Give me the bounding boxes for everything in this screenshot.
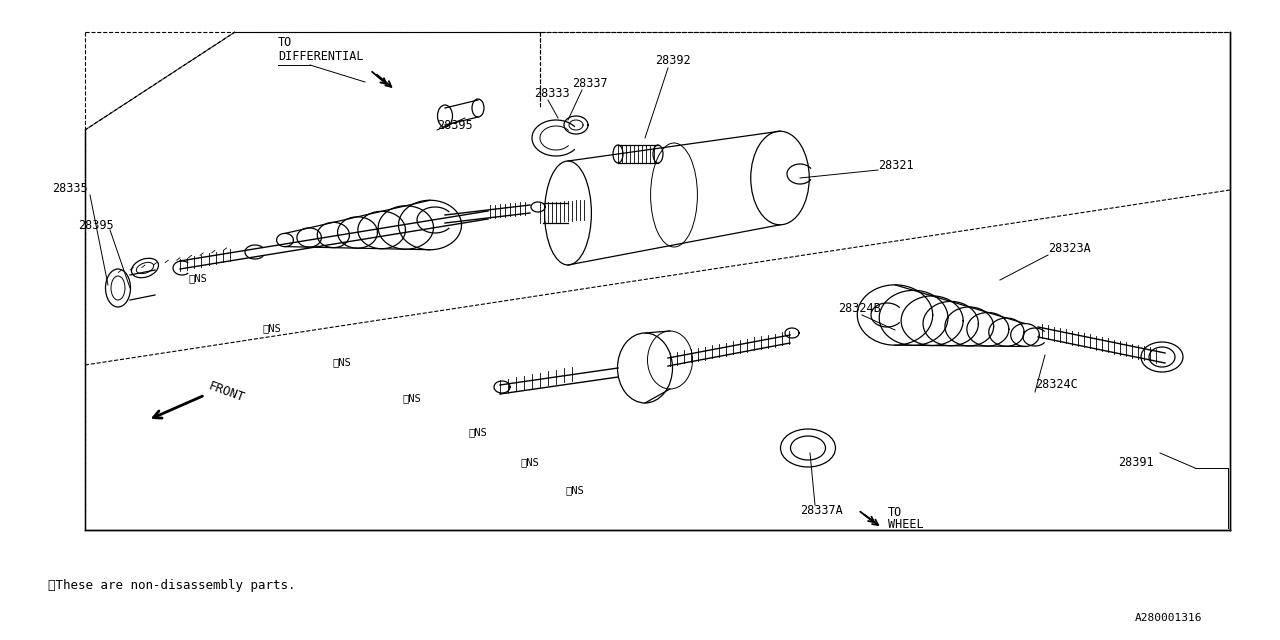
Text: 28324B: 28324B bbox=[838, 301, 881, 314]
Text: TO: TO bbox=[278, 35, 292, 49]
Text: ※NS: ※NS bbox=[564, 485, 584, 495]
Text: 28323A: 28323A bbox=[1048, 241, 1091, 255]
Text: ※These are non-disassembly parts.: ※These are non-disassembly parts. bbox=[49, 579, 296, 591]
Text: 28337A: 28337A bbox=[800, 504, 842, 516]
Text: TO: TO bbox=[888, 506, 902, 518]
Text: 28392: 28392 bbox=[655, 54, 691, 67]
Text: 28333: 28333 bbox=[534, 86, 570, 99]
Text: A280001316: A280001316 bbox=[1135, 613, 1202, 623]
Text: 28395: 28395 bbox=[436, 118, 472, 131]
Text: WHEEL: WHEEL bbox=[888, 518, 924, 531]
Text: DIFFERENTIAL: DIFFERENTIAL bbox=[278, 49, 364, 63]
Text: 28395: 28395 bbox=[78, 218, 114, 232]
Text: 28391: 28391 bbox=[1117, 456, 1153, 468]
Text: ※NS: ※NS bbox=[520, 457, 539, 467]
Text: 28337: 28337 bbox=[572, 77, 608, 90]
Text: ※NS: ※NS bbox=[188, 273, 207, 283]
Text: ※NS: ※NS bbox=[262, 323, 280, 333]
Text: FRONT: FRONT bbox=[207, 380, 247, 404]
Text: 28321: 28321 bbox=[878, 159, 914, 172]
Text: ※NS: ※NS bbox=[332, 357, 351, 367]
Text: ※NS: ※NS bbox=[468, 427, 486, 437]
Text: 28324C: 28324C bbox=[1036, 378, 1078, 392]
Text: ※NS: ※NS bbox=[402, 393, 421, 403]
Text: 28335: 28335 bbox=[52, 182, 87, 195]
